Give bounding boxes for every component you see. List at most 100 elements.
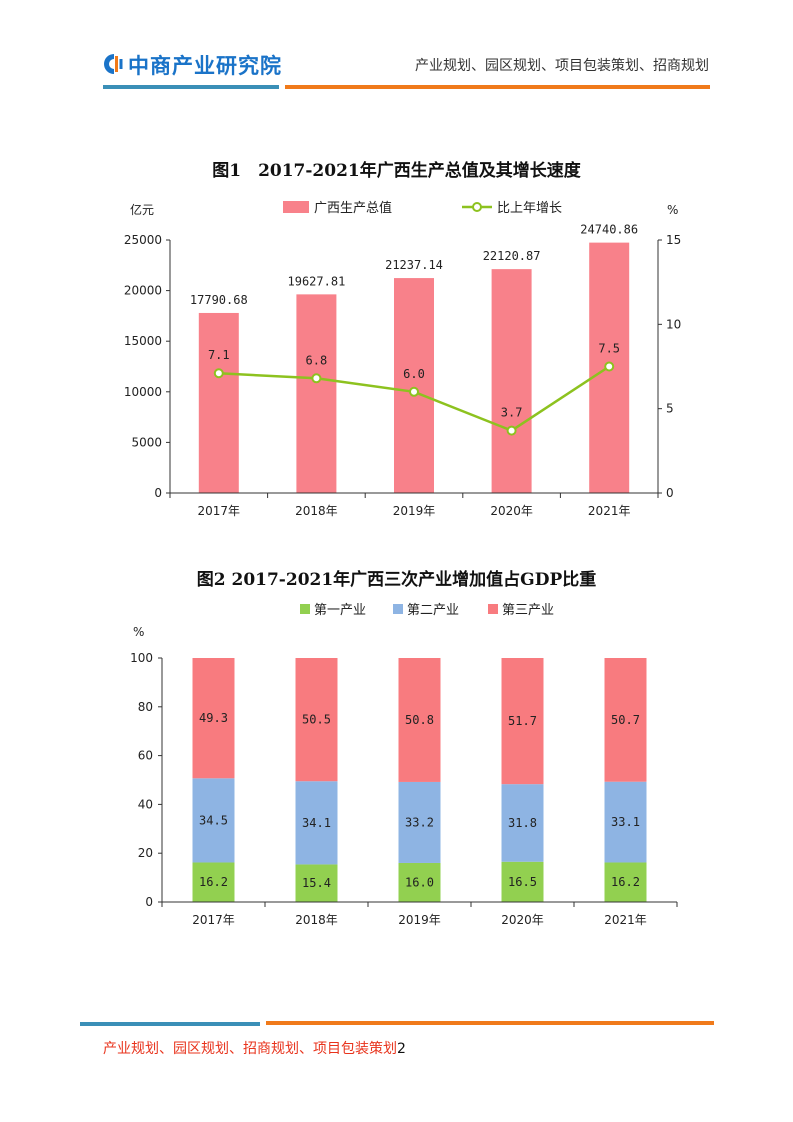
stack-segment-3 <box>192 658 235 779</box>
y-axis-label: % <box>133 625 144 639</box>
stack-segment-3 <box>295 658 338 782</box>
segment-label-2: 33.2 <box>405 815 434 829</box>
legend-label-3: 第三产业 <box>502 603 554 618</box>
fig1-chart: 广西生产总值 比上年增长 亿元 % 17790.68 19627.81 21237.14 22… <box>124 200 681 518</box>
stack-segment-1 <box>501 861 544 902</box>
growth-label: 6.0 <box>403 367 425 381</box>
x-tick-label: 2017年 <box>192 913 235 927</box>
y-left-tick-label: 15000 <box>124 334 162 348</box>
y-tick-label: 100 <box>130 651 153 665</box>
stack-segment-1 <box>604 862 647 902</box>
gdp-bar <box>394 278 434 493</box>
legend-swatch-3 <box>488 604 498 614</box>
legend-swatch-2 <box>393 604 403 614</box>
x-tick-label: 2019年 <box>398 913 441 927</box>
legend-swatch-gdp <box>283 201 309 213</box>
y-left-tick-label: 0 <box>154 486 162 500</box>
page-number: 2 <box>397 1041 406 1057</box>
y-tick-label: 40 <box>138 797 153 811</box>
stack-segment-2 <box>501 784 544 862</box>
legend-label-gdp: 广西生产总值 <box>314 200 392 216</box>
footer-rule-orange <box>266 1021 714 1025</box>
stack-segment-3 <box>501 658 544 785</box>
segment-label-2: 34.5 <box>199 813 228 827</box>
growth-point <box>311 373 322 384</box>
x-tick-label: 2017年 <box>198 504 241 518</box>
growth-label: 7.5 <box>598 342 620 356</box>
stack-segment-2 <box>295 781 338 865</box>
stack-segment-1 <box>192 862 235 902</box>
y-tick-label: 80 <box>138 700 153 714</box>
segment-label-2: 34.1 <box>302 816 331 830</box>
gdp-bar-label: 22120.87 <box>483 249 541 263</box>
growth-point <box>409 386 419 397</box>
stack-segment-3 <box>398 658 441 782</box>
fig2-chart: 第一产业 第二产业 第三产业% 16.2 34.5 49.3 15.4 34.1 50.5 16.… <box>130 603 678 927</box>
segment-label-2: 31.8 <box>508 816 537 830</box>
x-tick-label: 2019年 <box>393 504 436 518</box>
legend-marker-growth <box>472 202 482 212</box>
gdp-bar <box>491 269 532 493</box>
fig1-title: 图1 2017-2021年广西生产总值及其增长速度 <box>212 161 581 181</box>
gdp-bar <box>198 312 239 493</box>
y-right-axis-label: % <box>667 203 678 217</box>
y-tick-label: 20 <box>138 846 153 860</box>
growth-point <box>506 425 517 436</box>
y-tick-label: 60 <box>138 749 153 763</box>
footer-rule-blue <box>80 1022 260 1026</box>
segment-label-2: 33.1 <box>611 815 640 829</box>
stack-segment-1 <box>398 862 441 902</box>
legend-label-2: 第二产业 <box>407 603 459 618</box>
x-tick-label: 2020年 <box>501 913 544 927</box>
header-rule-blue <box>103 85 279 89</box>
segment-label-1: 16.0 <box>405 875 434 889</box>
x-tick-label: 2020年 <box>490 504 533 518</box>
y-tick-label: 0 <box>145 895 153 909</box>
y-left-tick-label: 20000 <box>124 284 162 298</box>
segment-label-3: 50.7 <box>611 713 640 727</box>
gdp-bar-label: 17790.68 <box>190 293 248 307</box>
x-tick-label: 2021年 <box>604 913 647 927</box>
y-left-tick-label: 10000 <box>124 385 162 399</box>
growth-label: 3.7 <box>501 406 523 420</box>
header-rule-orange <box>285 85 710 89</box>
gdp-bar-label: 21237.14 <box>385 258 443 272</box>
growth-label: 6.8 <box>306 353 328 367</box>
footer-text: 产业规划、园区规划、招商规划、项目包装策划2 <box>103 1038 406 1058</box>
segment-label-3: 50.8 <box>405 713 434 727</box>
growth-label: 7.1 <box>208 348 230 362</box>
x-tick-label: 2018年 <box>295 504 338 518</box>
segment-label-1: 16.2 <box>611 875 640 889</box>
header-slogan: 产业规划、园区规划、项目包装策划、招商规划 <box>415 58 709 74</box>
stack-segment-3 <box>604 658 647 782</box>
stack-segment-2 <box>604 781 647 863</box>
y-right-tick-label: 0 <box>666 486 674 500</box>
segment-label-3: 51.7 <box>508 714 537 728</box>
stack-segment-2 <box>398 781 441 863</box>
segment-label-1: 16.5 <box>508 875 537 889</box>
gdp-bar-label: 19627.81 <box>288 274 346 288</box>
stack-segment-2 <box>192 778 235 863</box>
y-right-tick-label: 10 <box>666 317 681 331</box>
y-left-tick-label: 25000 <box>124 233 162 247</box>
x-tick-label: 2021年 <box>588 504 631 518</box>
x-tick-label: 2018年 <box>295 913 338 927</box>
gdp-bar <box>296 294 337 493</box>
gdp-bar-label: 24740.86 <box>580 223 638 237</box>
footer-slogan: 产业规划、园区规划、招商规划、项目包装策划 <box>103 1041 397 1057</box>
y-left-tick-label: 5000 <box>131 435 162 449</box>
logo-icon <box>104 54 123 74</box>
y-right-tick-label: 15 <box>666 233 681 247</box>
growth-point <box>213 368 224 379</box>
logo-text: 中商产业研究院 <box>128 54 282 78</box>
growth-point <box>604 361 615 372</box>
legend-label-growth: 比上年增长 <box>497 201 562 216</box>
stack-segment-1 <box>295 864 338 902</box>
y-left-axis-label: 亿元 <box>130 202 154 217</box>
segment-label-3: 49.3 <box>199 711 228 725</box>
legend-swatch-1 <box>300 604 310 614</box>
segment-label-1: 16.2 <box>199 875 228 889</box>
legend-label-1: 第一产业 <box>314 603 366 618</box>
fig2-title: 图2 2017-2021年广西三次产业增加值占GDP比重 <box>196 570 597 590</box>
segment-label-3: 50.5 <box>302 713 331 727</box>
